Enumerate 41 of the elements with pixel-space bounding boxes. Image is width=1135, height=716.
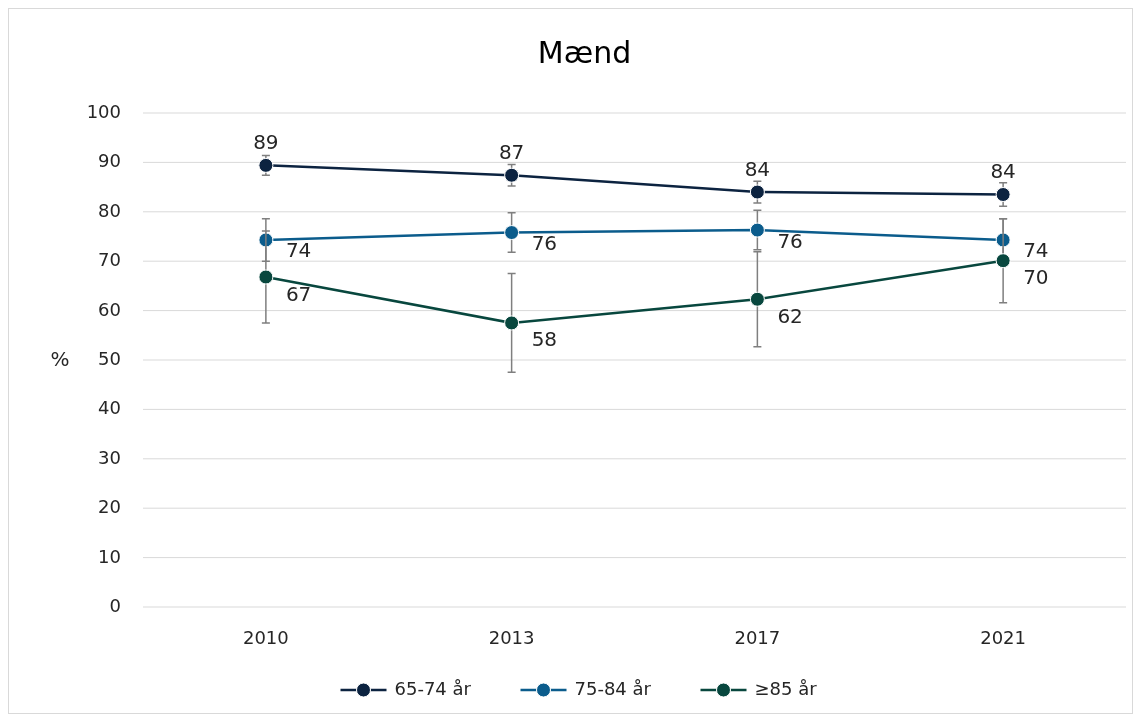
data-label: 76 (777, 228, 803, 253)
point (995, 253, 1011, 269)
point (504, 225, 520, 241)
y-tick-label: 30 (98, 446, 121, 468)
point (749, 184, 765, 200)
point (258, 269, 274, 285)
data-label: 74 (285, 238, 312, 263)
point (504, 315, 520, 331)
data-label: 58 (531, 327, 558, 352)
x-tick-label: 2017 (734, 627, 781, 648)
y-tick-label: 40 (98, 397, 121, 419)
point (749, 222, 765, 238)
y-tick-label: 0 (109, 595, 121, 616)
x-tick-label: 2013 (488, 627, 535, 648)
point (504, 167, 520, 183)
data-label: 74 (1023, 238, 1049, 263)
data-label: 62 (777, 303, 803, 328)
y-tick-label: 80 (98, 199, 121, 221)
data-label: 89 (253, 129, 279, 154)
y-tick-label: 90 (98, 150, 121, 172)
data-label: 76 (531, 231, 558, 256)
y-tick-label: 10 (98, 545, 121, 567)
legend-label: 75-84 år (574, 678, 652, 699)
legend-label: ≥85 år (754, 678, 818, 699)
y-tick-label: 60 (98, 298, 121, 320)
point (749, 291, 765, 307)
y-tick-label: 70 (98, 249, 121, 271)
chart-title: Mænd (537, 35, 632, 70)
x-tick-label: 2021 (980, 627, 1027, 648)
y-tick-label: 50 (98, 348, 121, 369)
data-label: 67 (285, 281, 312, 306)
data-label: 87 (498, 139, 525, 164)
data-label: 84 (744, 156, 771, 181)
y-tick-label: 100 (86, 101, 121, 122)
data-label: 70 (1023, 265, 1049, 290)
point (995, 187, 1011, 203)
legend-label: 65-74 år (394, 678, 472, 699)
x-tick-label: 2010 (242, 627, 289, 648)
data-label: 84 (990, 159, 1016, 184)
y-axis-title: % (50, 346, 70, 371)
y-tick-label: 20 (98, 496, 121, 518)
